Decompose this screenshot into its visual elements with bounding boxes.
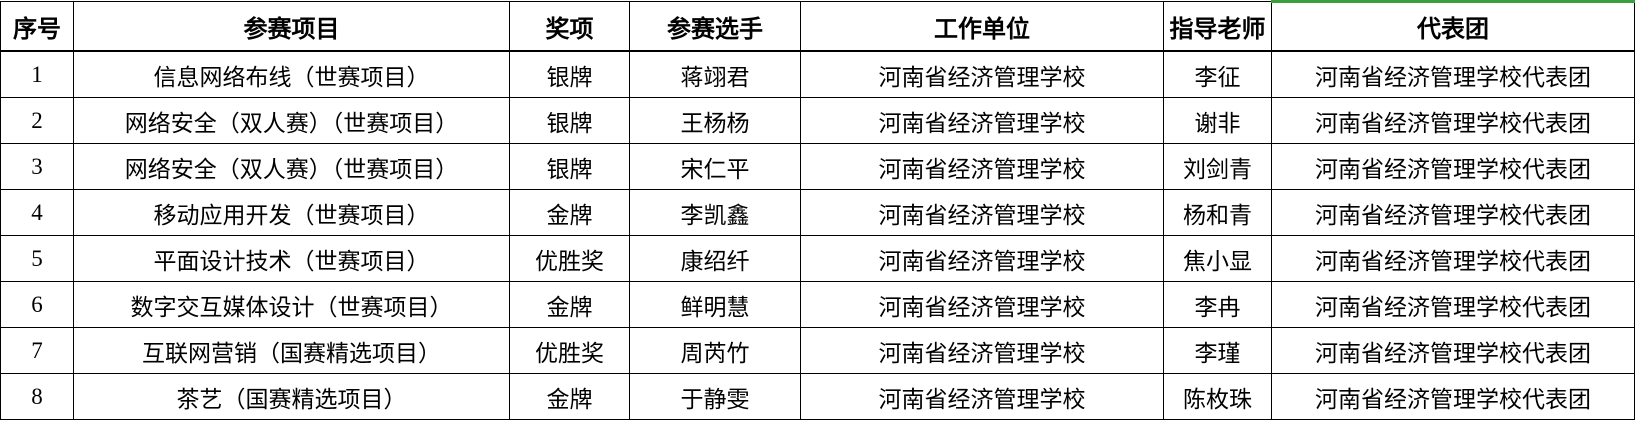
cell-advisor: 陈枚珠 — [1163, 373, 1272, 420]
cell-award: 优胜奖 — [509, 327, 630, 374]
cell-delegation: 河南省经济管理学校代表团 — [1271, 327, 1635, 374]
cell-contestant: 蒋翊君 — [629, 50, 801, 98]
table-row: 7 互联网营销（国赛精选项目） 优胜奖 周芮竹 河南省经济管理学校 李瑾 河南省… — [0, 327, 1635, 374]
cell-delegation: 河南省经济管理学校代表团 — [1271, 373, 1635, 420]
cell-award: 优胜奖 — [509, 235, 630, 282]
cell-project: 茶艺（国赛精选项目） — [73, 373, 510, 420]
cell-work-unit: 河南省经济管理学校 — [800, 373, 1164, 420]
cell-award: 银牌 — [509, 97, 630, 144]
cell-index: 7 — [0, 327, 74, 374]
cell-contestant: 康绍纤 — [629, 235, 801, 282]
cell-advisor: 李瑾 — [1163, 327, 1272, 374]
cell-award: 银牌 — [509, 50, 630, 98]
col-header-work-unit: 工作单位 — [800, 1, 1164, 52]
cell-advisor: 李征 — [1163, 50, 1272, 98]
cell-project: 网络安全（双人赛）（世赛项目） — [73, 143, 510, 190]
table-row: 6 数字交互媒体设计（世赛项目） 金牌 鲜明慧 河南省经济管理学校 李冉 河南省… — [0, 281, 1635, 328]
cell-index: 3 — [0, 143, 74, 190]
col-header-contestant: 参赛选手 — [629, 1, 801, 52]
cell-index: 1 — [0, 50, 74, 98]
cell-project: 移动应用开发（世赛项目） — [73, 189, 510, 236]
table-row: 2 网络安全（双人赛）（世赛项目） 银牌 王杨杨 河南省经济管理学校 谢非 河南… — [0, 97, 1635, 144]
cell-work-unit: 河南省经济管理学校 — [800, 235, 1164, 282]
header-row: 序号 参赛项目 奖项 参赛选手 工作单位 指导老师 代表团 — [0, 0, 1635, 52]
table-row: 1 信息网络布线（世赛项目） 银牌 蒋翊君 河南省经济管理学校 李征 河南省经济… — [0, 50, 1635, 98]
cell-award: 银牌 — [509, 143, 630, 190]
cell-project: 信息网络布线（世赛项目） — [73, 50, 510, 98]
cell-contestant: 鲜明慧 — [629, 281, 801, 328]
cell-work-unit: 河南省经济管理学校 — [800, 327, 1164, 374]
cell-advisor: 刘剑青 — [1163, 143, 1272, 190]
cell-index: 6 — [0, 281, 74, 328]
cell-index: 5 — [0, 235, 74, 282]
cell-advisor: 焦小显 — [1163, 235, 1272, 282]
cell-work-unit: 河南省经济管理学校 — [800, 189, 1164, 236]
cell-advisor: 杨和青 — [1163, 189, 1272, 236]
col-header-delegation: 代表团 — [1271, 0, 1635, 52]
cell-project: 网络安全（双人赛）（世赛项目） — [73, 97, 510, 144]
cell-index: 2 — [0, 97, 74, 144]
cell-delegation: 河南省经济管理学校代表团 — [1271, 281, 1635, 328]
cell-contestant: 于静雯 — [629, 373, 801, 420]
table-row: 8 茶艺（国赛精选项目） 金牌 于静雯 河南省经济管理学校 陈枚珠 河南省经济管… — [0, 373, 1635, 420]
cell-advisor: 李冉 — [1163, 281, 1272, 328]
cell-work-unit: 河南省经济管理学校 — [800, 281, 1164, 328]
table-row: 4 移动应用开发（世赛项目） 金牌 李凯鑫 河南省经济管理学校 杨和青 河南省经… — [0, 189, 1635, 236]
cell-project: 互联网营销（国赛精选项目） — [73, 327, 510, 374]
col-header-project: 参赛项目 — [73, 1, 510, 52]
cell-contestant: 王杨杨 — [629, 97, 801, 144]
cell-award: 金牌 — [509, 373, 630, 420]
cell-delegation: 河南省经济管理学校代表团 — [1271, 50, 1635, 98]
cell-award: 金牌 — [509, 281, 630, 328]
cell-work-unit: 河南省经济管理学校 — [800, 97, 1164, 144]
col-header-award: 奖项 — [509, 1, 630, 52]
cell-index: 4 — [0, 189, 74, 236]
cell-work-unit: 河南省经济管理学校 — [800, 143, 1164, 190]
cell-project: 数字交互媒体设计（世赛项目） — [73, 281, 510, 328]
table-row: 5 平面设计技术（世赛项目） 优胜奖 康绍纤 河南省经济管理学校 焦小显 河南省… — [0, 235, 1635, 282]
cell-delegation: 河南省经济管理学校代表团 — [1271, 189, 1635, 236]
cell-delegation: 河南省经济管理学校代表团 — [1271, 97, 1635, 144]
cell-delegation: 河南省经济管理学校代表团 — [1271, 143, 1635, 190]
cell-index: 8 — [0, 373, 74, 420]
cell-project: 平面设计技术（世赛项目） — [73, 235, 510, 282]
table-row: 3 网络安全（双人赛）（世赛项目） 银牌 宋仁平 河南省经济管理学校 刘剑青 河… — [0, 143, 1635, 190]
cell-contestant: 李凯鑫 — [629, 189, 801, 236]
col-header-index: 序号 — [0, 1, 74, 52]
cell-award: 金牌 — [509, 189, 630, 236]
cell-advisor: 谢非 — [1163, 97, 1272, 144]
cell-delegation: 河南省经济管理学校代表团 — [1271, 235, 1635, 282]
cell-contestant: 宋仁平 — [629, 143, 801, 190]
col-header-advisor: 指导老师 — [1163, 1, 1272, 52]
cell-work-unit: 河南省经济管理学校 — [800, 50, 1164, 98]
cell-contestant: 周芮竹 — [629, 327, 801, 374]
